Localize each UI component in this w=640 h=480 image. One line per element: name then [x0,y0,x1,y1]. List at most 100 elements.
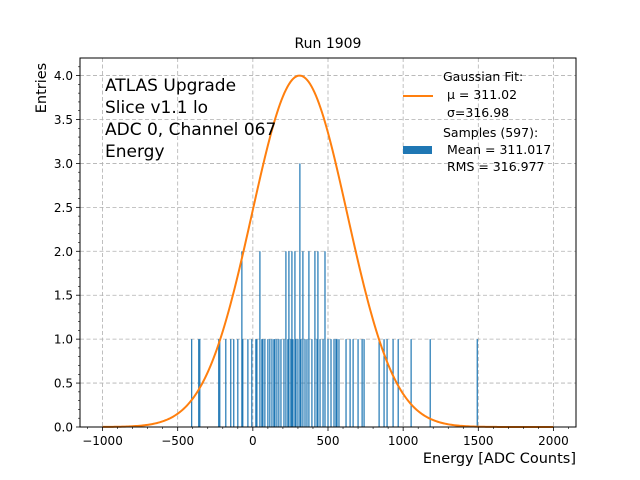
histogram-bar [262,339,264,427]
histogram-bar [361,339,363,427]
y-tick-label: 3.0 [54,157,73,171]
histogram-bars [191,163,478,427]
histogram-bar [264,339,266,427]
histogram-bar [199,339,201,427]
histogram-bar [383,339,385,427]
histogram-bar [241,251,243,427]
histogram-bar [290,339,292,427]
histogram-bar [386,339,388,427]
histogram-bar [287,339,289,427]
histogram-bar [302,251,304,427]
histogram-bar [338,339,340,427]
annotation-line-2: Slice v1.1 lo [105,98,208,118]
histogram-bar [392,339,394,427]
histogram-bar [259,251,261,427]
legend-fit-line-3: σ=316.98 [443,105,509,120]
histogram-bar [219,339,221,427]
histogram-bar [247,339,249,427]
histogram-bar [255,339,257,427]
histogram-bar [288,251,290,427]
histogram-bar [335,339,337,427]
y-tick-label: 3.5 [54,113,73,127]
histogram-bar [261,339,263,427]
histogram-bar [308,251,310,427]
histogram-bar [191,339,193,427]
y-tick-label: 4.0 [54,69,73,83]
legend-samples-line-2: Mean = 311.017 [443,142,551,157]
histogram-bar [352,339,354,427]
histogram-bar [267,339,269,427]
histogram-bar [276,339,278,427]
histogram-bar [314,251,316,427]
histogram-bar [317,251,319,427]
histogram-bar [300,339,302,427]
histogram-bar [278,339,280,427]
y-tick-label: 0.0 [54,421,73,435]
histogram-bar [429,339,431,427]
histogram-bar [378,339,380,427]
histogram-bar [256,339,258,427]
histogram-bar [237,339,239,427]
histogram-bar [345,339,347,427]
y-tick-label: 2.0 [54,245,73,259]
histogram-bar [349,339,351,427]
x-tick-label: 0 [249,434,257,448]
histogram-bar [311,339,313,427]
legend: Gaussian Fit: μ = 311.02 σ=316.98 Sample… [403,69,551,174]
legend-samples-swatch [403,146,432,154]
histogram-bar [327,339,329,427]
histogram-bar [233,339,235,427]
histogram-bar [316,339,318,427]
histogram-bar [294,251,296,427]
x-tick-label: −500 [161,434,194,448]
histogram-bar [333,339,335,427]
annotation-line-3: ADC 0, Channel 067 [105,120,276,140]
x-tick-label: 1500 [463,434,494,448]
chart-title: Run 1909 [295,36,362,52]
histogram-bar [336,339,338,427]
histogram-bar [297,339,299,427]
x-tick-label: 500 [317,434,340,448]
histogram-bar [476,339,478,427]
histogram-bar [251,339,253,427]
histogram-bar [319,339,321,427]
x-tick-label: −1000 [82,434,123,448]
histogram-bar [299,163,301,427]
y-tick-label: 1.0 [54,333,73,347]
histogram-bar [271,339,273,427]
histogram-bar [330,339,332,427]
histogram-bar [230,339,232,427]
histogram-bar [285,251,287,427]
histogram-bar [218,339,220,427]
x-axis-label: Energy [ADC Counts] [423,451,576,467]
y-axis-ticks: 0.0 0.5 1.0 1.5 2.0 2.5 3.0 3.5 4.0 [54,66,80,435]
legend-samples-line-3: RMS = 316.977 [443,159,545,174]
x-tick-label: 1000 [388,434,419,448]
annotation-line-1: ATLAS Upgrade [105,76,236,96]
annotation-line-4: Energy [105,142,165,162]
histogram-bar [410,339,412,427]
histogram-bar [304,339,306,427]
histogram-bar [322,339,324,427]
histogram-bar [283,339,285,427]
x-tick-label: 2000 [538,434,569,448]
y-tick-label: 0.5 [54,377,73,391]
legend-fit-line-2: μ = 311.02 [443,87,517,102]
histogram-bar [225,339,227,427]
histogram-bar [291,251,293,427]
histogram-bar [306,339,308,427]
legend-samples-line-1: Samples (597): [443,125,538,140]
annotation-text: ATLAS Upgrade Slice v1.1 lo ADC 0, Chann… [105,76,276,162]
histogram-bar [397,339,399,427]
y-axis-label: Entries [34,63,50,114]
y-tick-label: 2.5 [54,201,73,215]
histogram-bar [273,339,275,427]
histogram-bar [274,339,276,427]
legend-fit-line-1: Gaussian Fit: [443,69,523,84]
histogram-bar [280,339,282,427]
histogram-bar [295,339,297,427]
histogram-bar [242,339,244,427]
histogram-bar [269,339,271,427]
histogram-bar [363,339,365,427]
